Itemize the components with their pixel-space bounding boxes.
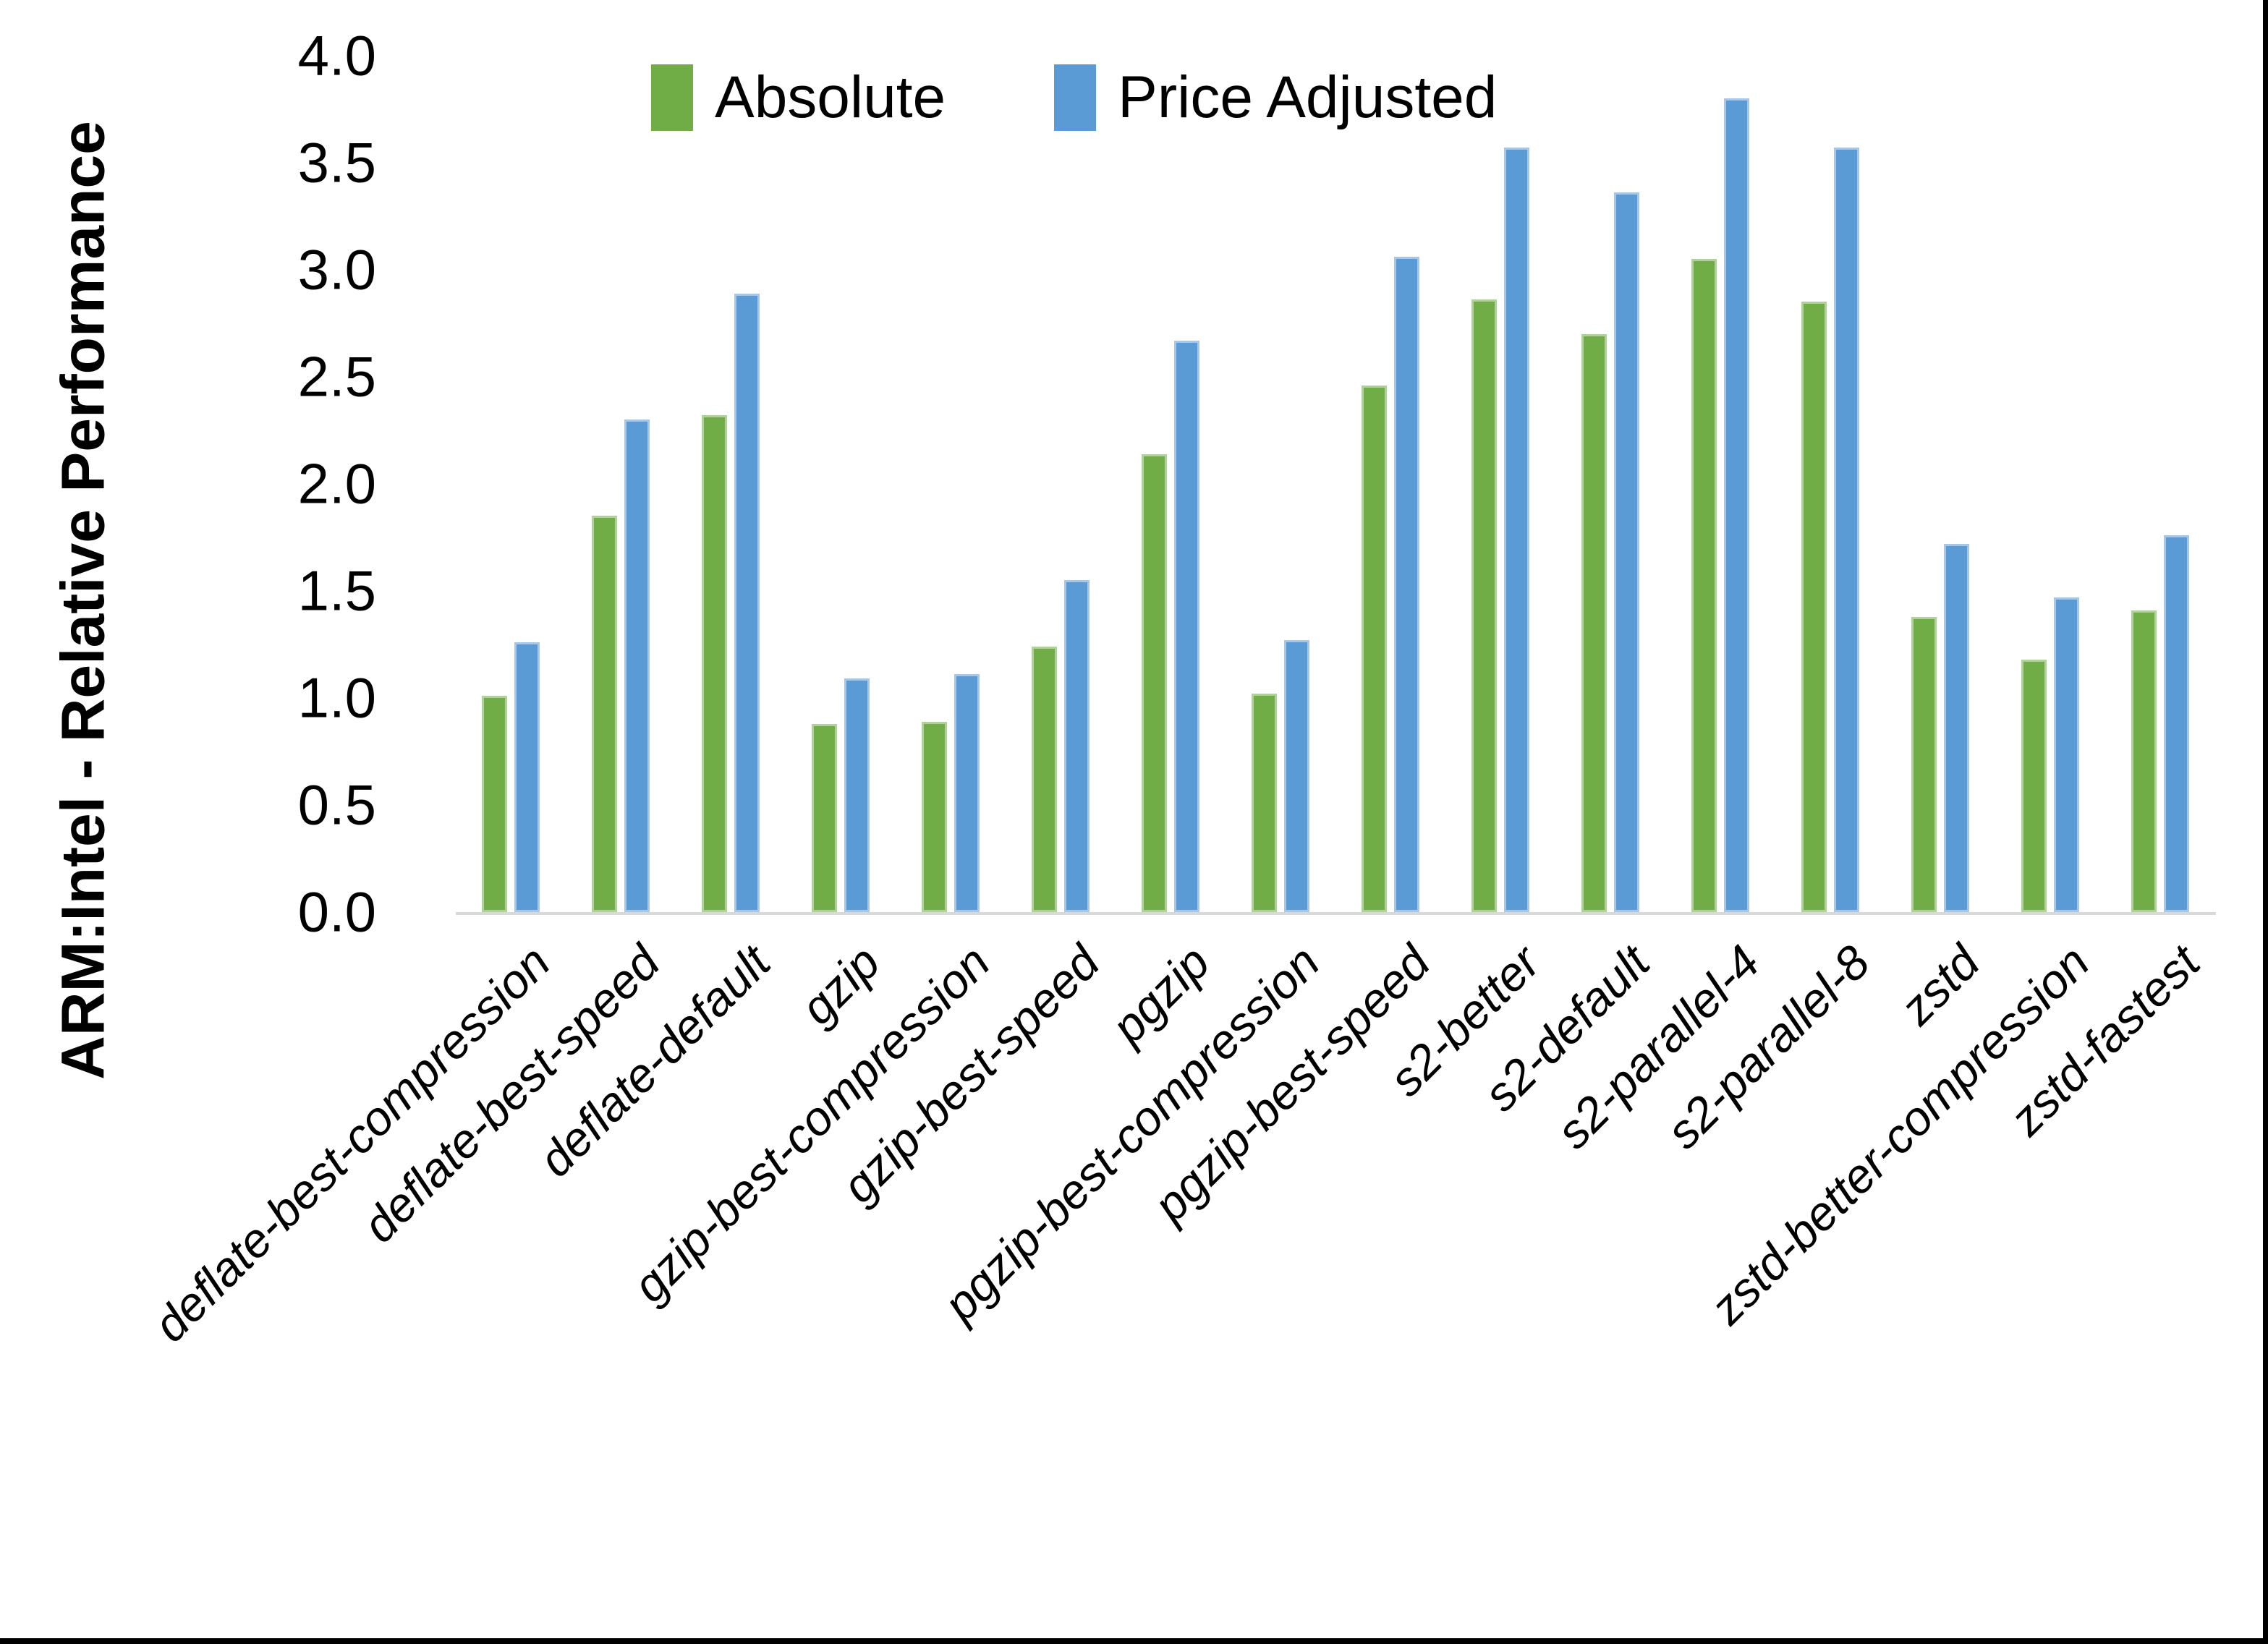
bar-s2-parallel-8-absolute: [1801, 302, 1827, 912]
bar-pgzip-best-compression-absolute: [1252, 694, 1277, 912]
bar-deflate-best-compression-absolute: [482, 696, 507, 912]
bar-deflate-best-speed-absolute: [592, 516, 617, 912]
y-tick-3.5: 3.5: [297, 130, 376, 195]
bar-gzip-best-speed-absolute: [1032, 646, 1057, 912]
bar-pgzip-best-compression-price-adjusted: [1284, 640, 1309, 912]
bar-s2-parallel-8-price-adjusted: [1834, 148, 1859, 912]
legend-item-price-adjusted: Price Adjusted: [1054, 64, 1497, 132]
bar-gzip-best-compression-price-adjusted: [954, 674, 980, 912]
y-tick-0.5: 0.5: [297, 772, 376, 837]
y-tick-2.5: 2.5: [297, 344, 376, 409]
bar-pgzip-absolute: [1142, 453, 1167, 912]
bar-s2-better-absolute: [1471, 299, 1497, 912]
bar-pgzip-price-adjusted: [1174, 340, 1199, 912]
y-tick-2.0: 2.0: [297, 451, 376, 516]
legend-item-absolute: Absolute: [651, 64, 946, 132]
y-tick-3.0: 3.0: [297, 237, 376, 302]
bar-s2-default-absolute: [1581, 333, 1607, 912]
y-axis-title: ARM:Intel - Relative Performance: [48, 121, 117, 1080]
bar-deflate-default-absolute: [702, 415, 727, 912]
x-axis-line: [456, 912, 2216, 915]
y-tick-1.5: 1.5: [297, 558, 376, 623]
bar-s2-parallel-4-price-adjusted: [1724, 98, 1749, 912]
bar-gzip-best-compression-absolute: [922, 721, 947, 912]
legend: Absolute Price Adjusted: [651, 64, 1497, 132]
bar-gzip-price-adjusted: [844, 678, 870, 912]
bar-zstd-fastest-price-adjusted: [2164, 535, 2189, 912]
y-tick-0.0: 0.0: [297, 880, 376, 944]
bar-deflate-default-price-adjusted: [734, 293, 760, 912]
bar-zstd-absolute: [1911, 616, 1937, 912]
bar-pgzip-best-speed-absolute: [1362, 385, 1387, 912]
bar-pgzip-best-speed-price-adjusted: [1394, 257, 1419, 912]
bar-zstd-better-compression-absolute: [2021, 659, 2047, 912]
bar-deflate-best-speed-price-adjusted: [624, 419, 650, 912]
window-edge-right: [2263, 0, 2268, 1644]
bar-zstd-price-adjusted: [1944, 543, 1969, 912]
legend-label-absolute: Absolute: [715, 64, 946, 130]
legend-swatch-absolute: [651, 64, 693, 131]
bar-gzip-absolute: [812, 723, 837, 912]
bar-s2-better-price-adjusted: [1504, 148, 1529, 912]
y-tick-1.0: 1.0: [297, 665, 376, 730]
bar-s2-parallel-4-absolute: [1691, 259, 1717, 912]
bar-zstd-better-compression-price-adjusted: [2054, 597, 2079, 912]
legend-label-price-adjusted: Price Adjusted: [1118, 64, 1498, 130]
y-tick-4.0: 4.0: [297, 23, 376, 88]
bar-gzip-best-speed-price-adjusted: [1064, 580, 1090, 912]
legend-swatch-price-adjusted: [1054, 64, 1097, 131]
window-edge-bottom: [0, 1638, 2268, 1644]
bar-s2-default-price-adjusted: [1614, 192, 1639, 912]
bar-deflate-best-compression-price-adjusted: [514, 642, 540, 912]
bar-zstd-fastest-absolute: [2131, 610, 2157, 912]
